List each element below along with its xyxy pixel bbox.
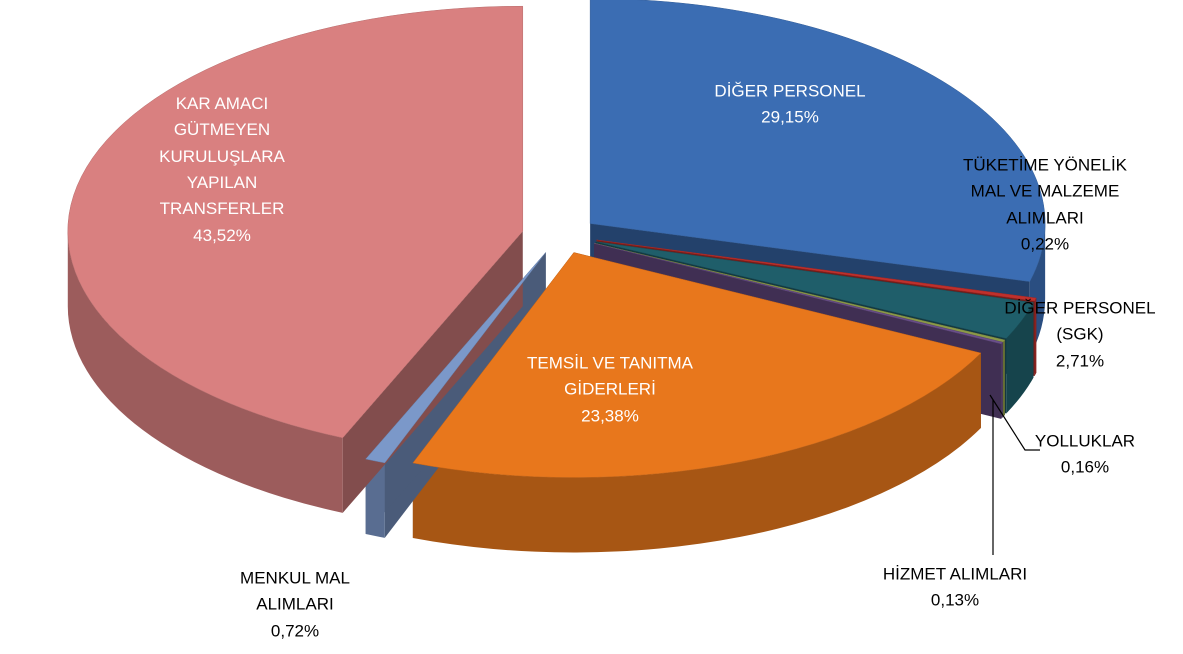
value-label: 43,52% [193,225,251,245]
value-label: 2,71% [1055,351,1105,371]
slice-side [1006,302,1034,414]
slice [594,243,1004,345]
slice [365,252,546,464]
category-label: KAR AMACI GÜTMEYEN KURULUŞLARA YAPILAN T… [159,93,285,219]
slice [67,5,524,439]
value-label: 23,38% [581,406,639,426]
data-label: TÜKETİME YÖNELİK MAL VE MALZEME ALIMLARI… [955,152,1135,257]
data-label: HİZMET ALIMLARI 0,13% [840,562,1070,615]
leader-line [989,394,1040,451]
slice-tops [67,0,1046,478]
data-label: DİĞER PERSONEL 29,15% [680,79,900,132]
category-label: TEMSİL VE TANITMA GİDERLERİ [527,353,693,399]
value-label: 29,15% [761,108,819,127]
category-label: HİZMET ALIMLARI [882,564,1028,584]
category-label: DİĞER PERSONEL (SGK) [1004,298,1156,344]
slice-side [67,231,343,513]
slice [412,252,982,478]
value-label: 0,72% [270,621,320,641]
category-label: MENKUL MAL ALIMLARI [240,568,350,614]
data-label: MENKUL MAL ALIMLARI 0,72% [225,565,365,644]
value-label: 0,13% [930,591,980,610]
data-label: KAR AMACI GÜTMEYEN KURULUŞLARA YAPILAN T… [135,91,310,249]
slice [596,239,1037,302]
value-label: 0,22% [1020,234,1070,254]
data-label: YOLLUKLAR 0,16% [1025,429,1145,482]
data-label: DİĞER PERSONEL (SGK) 2,71% [995,295,1165,374]
slice [595,241,1034,339]
slice-side [1002,340,1005,418]
slice-side [1034,298,1037,377]
slice-side [412,353,981,553]
slice [589,0,1046,282]
data-label: TEMSİL VE TANITMA GİDERLERİ 23,38% [510,350,710,429]
category-label: DİĞER PERSONEL [714,81,866,101]
slice-side [1001,342,1003,419]
category-label: TÜKETİME YÖNELİK MAL VE MALZEME ALIMLARI [962,155,1128,227]
value-label: 0,16% [1060,458,1110,477]
category-label: YOLLUKLAR [1034,431,1136,451]
